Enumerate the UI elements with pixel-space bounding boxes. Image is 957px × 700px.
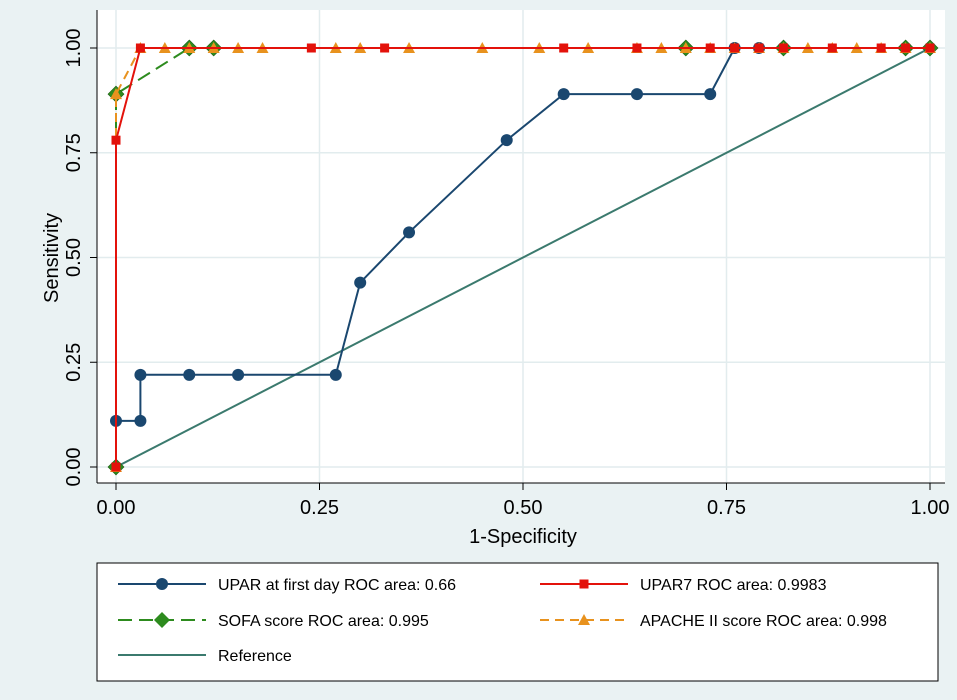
y-tick-label: 0.75	[63, 133, 85, 172]
data-point	[183, 368, 196, 381]
legend-label: UPAR7 ROC area: 0.9983	[640, 577, 827, 594]
legend-entry: APACHE II score ROC area: 0.998	[540, 613, 887, 630]
data-point	[134, 414, 147, 427]
series-upar7-roc-area-0-9983	[111, 43, 935, 472]
data-point	[557, 88, 570, 101]
data-point	[110, 88, 122, 100]
x-tick-label: 0.75	[707, 497, 746, 519]
data-point	[380, 43, 390, 53]
data-point	[135, 43, 145, 53]
legend-label: SOFA score ROC area: 0.995	[218, 613, 429, 630]
data-point	[329, 368, 342, 381]
data-point	[134, 368, 147, 381]
data-point	[559, 43, 569, 53]
legend-box	[96, 562, 939, 682]
data-point	[500, 134, 513, 147]
y-tick-label: 1.00	[63, 29, 85, 68]
legend: UPAR at first day ROC area: 0.66 UPAR7 RO…	[118, 577, 887, 665]
series-reference	[115, 47, 931, 468]
y-tick-label: 0.50	[63, 238, 85, 277]
legend-marker	[578, 614, 590, 625]
legend-entry: UPAR7 ROC area: 0.9983	[540, 577, 827, 594]
legend-marker	[156, 578, 168, 590]
legend-label: Reference	[218, 648, 292, 665]
data-point	[111, 135, 121, 145]
legend-label: APACHE II score ROC area: 0.998	[640, 613, 887, 630]
data-point	[730, 43, 740, 53]
legend-marker	[154, 612, 170, 628]
y-tick-label: 0.25	[63, 343, 85, 382]
data-point	[778, 43, 788, 53]
data-point	[630, 88, 643, 101]
x-tick-label: 1.00	[911, 497, 950, 519]
y-tick-label: 0.00	[63, 448, 85, 487]
legend-entry: UPAR at first day ROC area: 0.66	[118, 577, 456, 594]
data-point	[403, 226, 416, 239]
x-tick-label: 0.25	[300, 497, 339, 519]
data-point	[354, 276, 367, 289]
data-point	[827, 43, 837, 53]
series-line	[115, 47, 931, 468]
data-point	[925, 43, 935, 53]
data-point	[876, 43, 886, 53]
data-point	[111, 462, 121, 472]
axes: 0.00 0.25 0.50 0.75 1.00 0.00 0.25 0.50 0.75 1.00	[63, 10, 949, 519]
series-layer	[107, 39, 939, 476]
legend-entry: SOFA score ROC area: 0.995	[118, 612, 429, 630]
data-point	[306, 43, 316, 53]
x-tick-label: 0.50	[504, 497, 543, 519]
x-axis-title: 1-Specificity	[469, 526, 577, 548]
legend-entry: Reference	[118, 648, 292, 665]
legend-label: UPAR at first day ROC area: 0.66	[218, 577, 456, 594]
data-point	[705, 43, 715, 53]
x-tick-label: 0.00	[97, 497, 136, 519]
legend-marker	[579, 579, 589, 589]
y-axis-title: Sensitivity	[41, 213, 63, 303]
data-point	[901, 43, 911, 53]
data-point	[232, 368, 245, 381]
data-point	[632, 43, 642, 53]
data-point	[754, 43, 764, 53]
data-point	[704, 88, 717, 101]
